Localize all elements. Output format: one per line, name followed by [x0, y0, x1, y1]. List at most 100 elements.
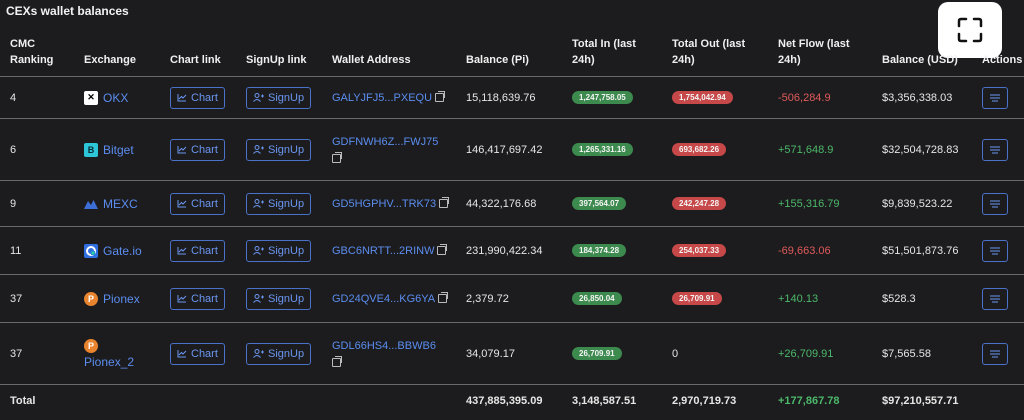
chart-button[interactable]: Chart	[170, 86, 225, 109]
exchange-link[interactable]: Gate.io	[84, 243, 154, 258]
balance-pi-cell: 44,322,176.68	[456, 180, 562, 227]
copy-icon[interactable]	[332, 356, 342, 367]
net-flow-cell: -506,284.9	[768, 76, 872, 119]
col-actions: Actions	[972, 36, 1024, 77]
col-exchange[interactable]: Exchange	[74, 36, 160, 77]
wallet-address-link[interactable]: GALYJFJ5...PXEQU	[332, 91, 446, 104]
total-balance-pi: 437,885,395.09	[466, 394, 543, 407]
gateio-logo-icon	[84, 243, 98, 258]
table-row: 11 Gate.io Chart SignUp GBC6NRTT...2RINW…	[0, 226, 1024, 275]
col-balance-usd[interactable]: Balance (USD)	[872, 36, 972, 77]
fullscreen-icon	[957, 17, 983, 43]
user-plus-icon	[253, 199, 264, 208]
total-out-cell: 0	[662, 322, 768, 385]
chart-line-icon	[177, 295, 187, 303]
rank-cell: 37	[0, 274, 74, 323]
chart-line-icon	[177, 146, 187, 154]
col-total-out[interactable]: Total Out (last 24h)	[662, 36, 768, 77]
wallet-address-link[interactable]: GDL66HS4...BBWB6	[332, 340, 436, 367]
total-out-badge: 693,682.26	[672, 143, 727, 156]
copy-icon[interactable]	[438, 292, 449, 303]
table-row: 4 ✕ OKX Chart SignUp GALYJFJ5...PXEQU 15…	[0, 76, 1024, 119]
chart-button[interactable]: Chart	[170, 138, 225, 161]
signup-button[interactable]: SignUp	[246, 86, 312, 109]
balance-usd-cell: $3,356,338.03	[872, 76, 972, 119]
rank-cell: 11	[0, 226, 74, 275]
col-total-in[interactable]: Total In (last 24h)	[562, 36, 662, 77]
balance-usd-cell: $7,565.58	[872, 322, 972, 385]
balance-usd-cell: $9,839,523.22	[872, 180, 972, 227]
col-signup: SignUp link	[236, 36, 322, 77]
total-in-sum: 3,148,587.51	[572, 394, 637, 407]
net-flow-cell: +571,648.9	[768, 118, 872, 181]
copy-icon[interactable]	[435, 91, 446, 102]
actions-button[interactable]	[982, 86, 1008, 109]
wallet-address-link[interactable]: GD24QVE4...KG6YA	[332, 292, 449, 305]
actions-button[interactable]	[982, 192, 1008, 215]
total-out-badge: 254,037.33	[672, 244, 727, 257]
signup-button[interactable]: SignUp	[246, 342, 312, 365]
wallet-address-link[interactable]: GDFNWH6Z...FWJ75	[332, 136, 438, 163]
chart-button[interactable]: Chart	[170, 342, 225, 365]
total-in-badge: 184,374.28	[572, 244, 627, 257]
exchange-name: OKX	[103, 90, 129, 105]
table-row: 6 B Bitget Chart SignUp GDFNWH6Z...FWJ75…	[0, 118, 1024, 181]
actions-button[interactable]	[982, 239, 1008, 262]
col-balance-pi[interactable]: Balance (Pi)	[456, 36, 562, 77]
copy-icon[interactable]	[439, 197, 450, 208]
chart-line-icon	[177, 200, 187, 208]
chart-line-icon	[177, 350, 187, 358]
okx-logo-icon: ✕	[84, 90, 98, 105]
actions-button[interactable]	[982, 342, 1008, 365]
actions-button[interactable]	[982, 287, 1008, 310]
user-plus-icon	[253, 145, 264, 154]
balance-pi-cell: 2,379.72	[456, 274, 562, 323]
menu-icon	[990, 247, 1000, 254]
table-row: 37 P Pionex_2 Chart SignUp GDL66HS4...BB…	[0, 322, 1024, 385]
user-plus-icon	[253, 246, 264, 255]
exchange-link[interactable]: P Pionex	[84, 291, 154, 306]
signup-button[interactable]: SignUp	[246, 138, 312, 161]
chart-line-icon	[177, 247, 187, 255]
wallet-address-link[interactable]: GBC6NRTT...2RINW	[332, 244, 448, 257]
total-out-sum: 2,970,719.73	[672, 394, 737, 407]
signup-button[interactable]: SignUp	[246, 287, 312, 310]
copy-icon[interactable]	[437, 244, 448, 255]
balance-pi-cell: 15,118,639.76	[456, 76, 562, 119]
chart-line-icon	[177, 94, 187, 102]
total-in-badge: 397,564.07	[572, 197, 627, 210]
menu-icon	[990, 350, 1000, 357]
exchange-link[interactable]: MEXC	[84, 197, 154, 211]
col-ranking[interactable]: CMC Ranking	[0, 36, 74, 77]
total-in-badge: 26,709.91	[572, 347, 622, 360]
total-in-badge: 26,850.04	[572, 292, 622, 305]
chart-button[interactable]: Chart	[170, 192, 225, 215]
exchange-link[interactable]: B Bitget	[84, 142, 154, 157]
menu-icon	[990, 146, 1000, 153]
col-net-flow[interactable]: Net Flow (last 24h)	[768, 36, 872, 77]
exchange-name: Pionex_2	[84, 354, 135, 369]
col-address: Wallet Address	[322, 36, 456, 77]
signup-button[interactable]: SignUp	[246, 192, 312, 215]
bitget-logo-icon: B	[84, 142, 98, 157]
exchange-link[interactable]: ✕ OKX	[84, 90, 154, 105]
copy-icon[interactable]	[332, 152, 342, 163]
pionex-logo-icon: P	[84, 338, 98, 353]
net-flow-cell: +140.13	[768, 274, 872, 323]
table-row: 9 MEXC Chart SignUp GD5HGPHV...TRK73 44,…	[0, 180, 1024, 227]
actions-button[interactable]	[982, 138, 1008, 161]
balance-pi-cell: 146,417,697.42	[456, 118, 562, 181]
exchange-name: MEXC	[103, 196, 138, 211]
menu-icon	[990, 94, 1000, 101]
balance-pi-cell: 231,990,422.34	[456, 226, 562, 275]
total-label: Total	[10, 394, 36, 407]
signup-button[interactable]: SignUp	[246, 239, 312, 262]
chart-button[interactable]: Chart	[170, 239, 225, 262]
table-row: 37 P Pionex Chart SignUp GD24QVE4...KG6Y…	[0, 274, 1024, 323]
chart-button[interactable]: Chart	[170, 287, 225, 310]
pionex-logo-icon: P	[84, 291, 98, 306]
exchange-link[interactable]: P Pionex_2	[84, 338, 154, 369]
wallet-address-link[interactable]: GD5HGPHV...TRK73	[332, 197, 450, 210]
rank-cell: 37	[0, 322, 74, 385]
net-flow-cell: +26,709.91	[768, 322, 872, 385]
